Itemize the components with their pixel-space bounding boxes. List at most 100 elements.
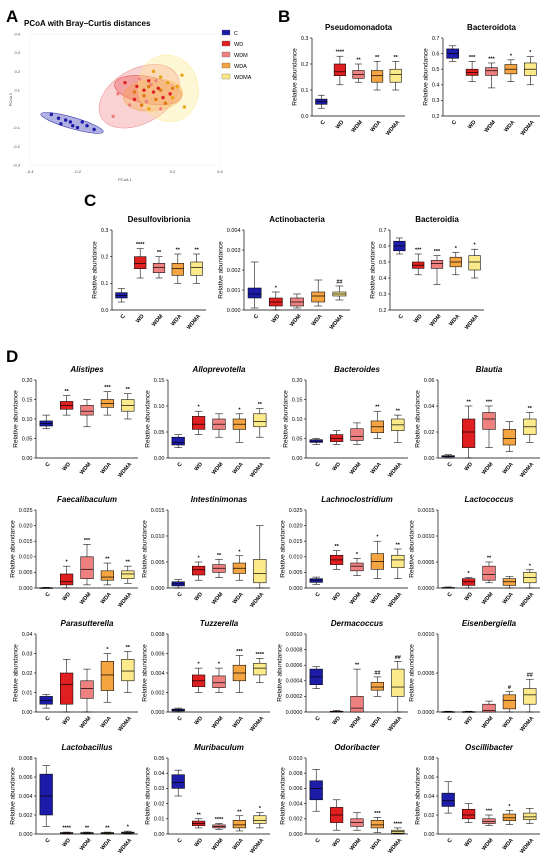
point-wdm	[158, 107, 163, 111]
ellipse-c	[40, 112, 104, 134]
significance-label: **	[105, 557, 110, 563]
x-category-label: WDA	[232, 715, 245, 729]
significance-label: ****	[336, 50, 345, 56]
y-tick-label: 0.025	[19, 508, 33, 514]
pcoa-x-tick: 0.2	[170, 169, 176, 174]
significance-label: ##	[374, 670, 380, 676]
panel-title: Lactococcus	[465, 495, 514, 504]
significance-label: *	[106, 647, 109, 653]
box-wdma	[523, 688, 537, 705]
box-c	[441, 792, 455, 807]
x-category-label: WDMA	[519, 461, 535, 478]
x-category-label: C	[451, 119, 458, 126]
panel-title: Faecalibaculum	[57, 495, 117, 504]
significance-label: ****	[62, 826, 71, 832]
x-category-label: WDMA	[387, 591, 403, 608]
box-wd	[462, 809, 476, 820]
x-category-label: WDMA	[186, 313, 202, 330]
significance-label: ****	[215, 817, 224, 823]
y-tick-label: 0.0000	[418, 586, 435, 592]
significance-label: ****	[256, 652, 265, 658]
x-category-label: WDMA	[249, 715, 265, 732]
x-category-label: C	[447, 591, 454, 598]
y-axis-label: Relative abundance	[218, 241, 225, 299]
point-wd	[156, 86, 160, 90]
y-axis-label: Relative abundance	[283, 390, 290, 448]
y-tick-label: 0.08	[424, 756, 435, 762]
significance-label: **	[126, 387, 131, 393]
x-category-label: WD	[194, 461, 205, 472]
panel-title: Desulfovibrionia	[128, 215, 191, 224]
y-tick-label: 0.1	[301, 88, 309, 94]
boxplot-intestinimonas: Intestinimonas 0.000 0.005 0.010 0.015Relati…	[142, 495, 270, 609]
x-category-label: WDA	[232, 591, 245, 605]
significance-label: *	[529, 563, 532, 569]
x-category-label: WD	[464, 591, 475, 602]
y-tick-label: 0.3	[379, 292, 387, 298]
panel-title: Odoribacter	[334, 743, 380, 752]
boxplot-faecalibaculum: Faecalibaculum 0.000 0.005 0.010 0.015 0.020 0…	[10, 495, 138, 609]
y-tick-label: 0.003	[227, 248, 241, 254]
panel-title: Bacteroidia	[415, 215, 459, 224]
y-tick-label: 0.0008	[286, 647, 303, 653]
ellipse-wdm	[98, 64, 180, 129]
x-category-label: WD	[62, 837, 73, 848]
box-c	[171, 774, 185, 789]
box-wdm	[152, 263, 166, 273]
panel-title: Muribaculum	[194, 743, 244, 752]
x-category-label: C	[253, 313, 260, 320]
x-category-label: WDA	[311, 313, 324, 327]
y-tick-label: 0.5	[432, 67, 440, 73]
significance-label: **	[176, 248, 181, 254]
y-tick-label: 0.0	[301, 114, 309, 120]
significance-label: ***	[486, 400, 493, 406]
box-wdma	[523, 812, 537, 821]
pcoa-y-tick: 0.3	[14, 50, 20, 55]
x-category-label: C	[45, 591, 52, 598]
x-category-label: WDA	[370, 715, 383, 729]
y-tick-label: 0.15	[292, 397, 303, 403]
significance-label: **	[64, 389, 69, 395]
y-tick-label: 0.01	[22, 690, 33, 696]
box-wd	[134, 256, 147, 269]
significance-label: **	[85, 826, 90, 832]
point-wda	[147, 84, 151, 89]
legend-swatch-wdma	[221, 73, 231, 80]
panel-title: Alistipes	[69, 365, 104, 374]
y-tick-label: 0.6	[379, 244, 387, 250]
x-category-label: WDM	[349, 837, 363, 852]
significance-label: ***	[486, 809, 493, 815]
point-c	[49, 112, 54, 117]
x-category-label: WDMA	[117, 837, 133, 854]
x-category-label: WDMA	[117, 461, 133, 478]
y-tick-label: 0.05	[154, 756, 165, 762]
x-category-label: WDA	[502, 715, 515, 729]
box-wda	[171, 263, 184, 276]
y-axis-label: Relative abundance	[10, 767, 17, 825]
boxplot-muribaculum: Muribaculum 0.00 0.01 0.02 0.03 0.04 0.05Relat…	[145, 743, 270, 855]
significance-label: *	[127, 825, 130, 831]
x-category-label: WDM	[211, 837, 225, 852]
boxplot-bacteroidia: Bacteroidia 0.2 0.3 0.4 0.5 0.6 0.7 Relative ab…	[370, 215, 484, 331]
x-category-label: WD	[467, 119, 478, 130]
y-tick-label: 0.20	[292, 378, 303, 384]
box-wda	[371, 70, 384, 83]
boxplot-actinobacteria: Actinobacteria 0.000 0.001 0.002 0.003 0.004 R…	[218, 215, 350, 331]
pcoa-x-tick: 0.4	[217, 169, 223, 174]
y-tick-label: 0.008	[19, 756, 33, 762]
point-wdma	[166, 80, 170, 85]
significance-label: ***	[488, 56, 495, 62]
y-tick-label: 0.000	[289, 832, 303, 838]
x-category-label: C	[45, 837, 52, 844]
panel-title: Bacteroidota	[467, 23, 516, 32]
panel-title: Dermacoccus	[331, 619, 384, 628]
panel-title: Bacteroides	[334, 365, 380, 374]
x-category-label: WD	[62, 715, 73, 726]
y-tick-label: 0.006	[289, 786, 303, 792]
x-category-label: WDM	[349, 591, 363, 606]
x-category-label: WDA	[100, 461, 113, 475]
box-wdm	[482, 818, 496, 824]
